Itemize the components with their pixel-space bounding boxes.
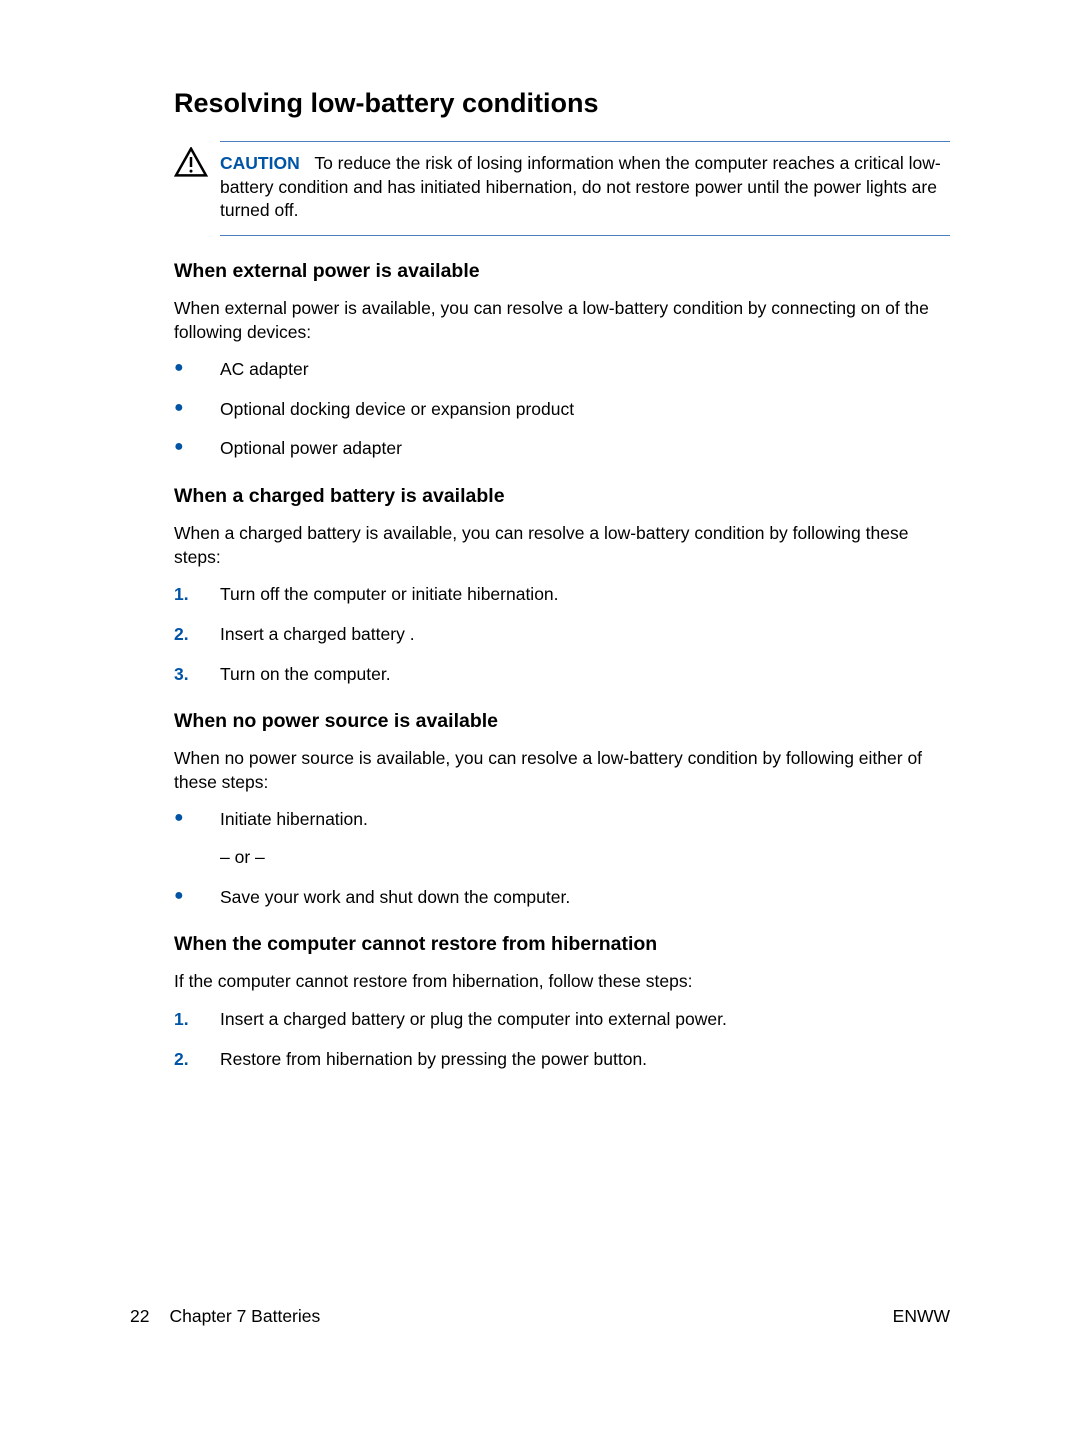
list-item: ●Save your work and shut down the comput… [174, 886, 950, 910]
section-intro: When a charged battery is available, you… [174, 522, 950, 569]
list-item-text: Restore from hibernation by pressing the… [220, 1048, 950, 1072]
section-heading: When a charged battery is available [174, 485, 950, 508]
caution-body: CAUTION To reduce the risk of losing inf… [220, 141, 950, 236]
caution-label: CAUTION [220, 153, 300, 173]
number-list: 1.Turn off the computer or initiate hibe… [174, 583, 950, 686]
list-item: 1.Turn off the computer or initiate hibe… [174, 583, 950, 607]
content-area: Resolving low-battery conditions CAUTION… [174, 88, 950, 1071]
list-item: ●AC adapter [174, 358, 950, 382]
section-heading: When no power source is available [174, 710, 950, 733]
list-item-sub: – or – [220, 846, 950, 870]
page: Resolving low-battery conditions CAUTION… [0, 0, 1080, 1437]
list-item: 2.Insert a charged battery . [174, 623, 950, 647]
page-footer: 22 Chapter 7 Batteries ENWW [130, 1306, 950, 1327]
list-item: ●Initiate hibernation.– or – [174, 808, 950, 869]
bullet-list: ●AC adapter ●Optional docking device or … [174, 358, 950, 461]
bullet-icon: ● [174, 398, 220, 422]
bullet-icon: ● [174, 358, 220, 382]
list-item-text: Optional power adapter [220, 437, 950, 461]
caution-callout: CAUTION To reduce the risk of losing inf… [174, 141, 950, 236]
list-item: 2.Restore from hibernation by pressing t… [174, 1048, 950, 1072]
section-heading: When external power is available [174, 260, 950, 283]
list-item: ●Optional power adapter [174, 437, 950, 461]
list-item-text: Turn off the computer or initiate hibern… [220, 583, 950, 607]
chapter-label: Chapter 7 Batteries [169, 1306, 320, 1327]
bullet-icon: ● [174, 437, 220, 461]
bullet-icon: ● [174, 886, 220, 910]
number-marker: 2. [174, 1048, 220, 1072]
list-item-text: Insert a charged battery . [220, 623, 950, 647]
number-marker: 3. [174, 663, 220, 687]
footer-right: ENWW [893, 1306, 950, 1327]
list-item-text: Save your work and shut down the compute… [220, 886, 950, 910]
page-number: 22 [130, 1306, 149, 1327]
list-item-text: Optional docking device or expansion pro… [220, 398, 950, 422]
number-marker: 1. [174, 583, 220, 607]
list-item-text: Insert a charged battery or plug the com… [220, 1008, 950, 1032]
page-title: Resolving low-battery conditions [174, 88, 950, 119]
list-item-text: Initiate hibernation.– or – [220, 808, 950, 869]
list-item: 1.Insert a charged battery or plug the c… [174, 1008, 950, 1032]
section-intro: When external power is available, you ca… [174, 297, 950, 344]
list-item: ●Optional docking device or expansion pr… [174, 398, 950, 422]
list-item: 3.Turn on the computer. [174, 663, 950, 687]
caution-text: To reduce the risk of losing information… [220, 153, 941, 220]
section-heading: When the computer cannot restore from hi… [174, 933, 950, 956]
number-marker: 2. [174, 623, 220, 647]
list-item-text: Turn on the computer. [220, 663, 950, 687]
section-intro: If the computer cannot restore from hibe… [174, 970, 950, 994]
number-list: 1.Insert a charged battery or plug the c… [174, 1008, 950, 1071]
caution-icon [174, 141, 220, 236]
bullet-list: ●Initiate hibernation.– or – ●Save your … [174, 808, 950, 909]
list-item-text: AC adapter [220, 358, 950, 382]
footer-left: 22 Chapter 7 Batteries [130, 1306, 320, 1327]
number-marker: 1. [174, 1008, 220, 1032]
bullet-icon: ● [174, 808, 220, 869]
section-intro: When no power source is available, you c… [174, 747, 950, 794]
